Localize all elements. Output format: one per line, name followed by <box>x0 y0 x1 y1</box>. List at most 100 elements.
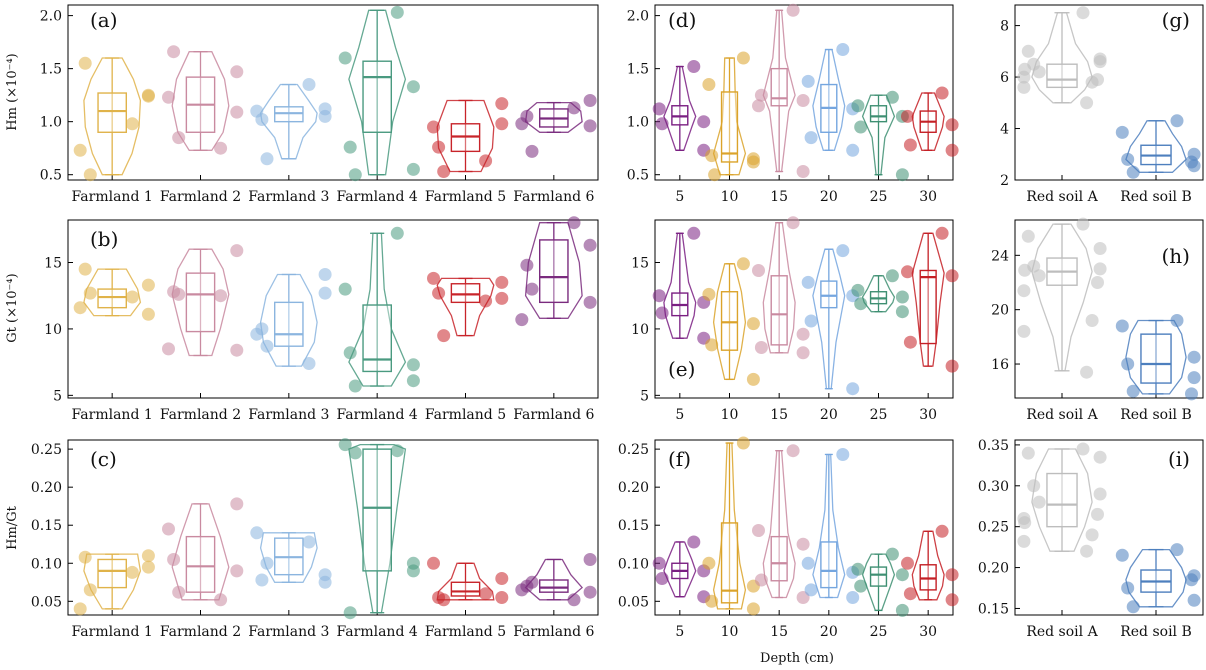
x-tick-label: Farmland 3 <box>248 407 329 423</box>
x-tick-label: Farmland 6 <box>513 189 594 205</box>
data-point <box>567 593 581 607</box>
violin <box>83 57 142 176</box>
violin <box>83 268 142 317</box>
data-point <box>1187 371 1201 385</box>
x-tick-label: 10 <box>721 189 739 205</box>
data-point <box>854 579 868 593</box>
plot-frame <box>654 4 954 181</box>
box <box>362 60 392 133</box>
panel-f: 0.05 0.10 0.15 0.20 0.25 5 10 15 20 25 30 (f) <box>618 436 959 640</box>
series-farmland-4 <box>338 226 420 393</box>
violin <box>348 443 407 614</box>
panel-g: 2 4 6 8 Red soil A Red soil B (g) <box>1000 4 1204 205</box>
data-point <box>702 556 716 570</box>
plot-frame <box>67 219 599 399</box>
data-point <box>752 99 765 113</box>
data-point <box>1170 314 1184 327</box>
data-point <box>479 294 493 308</box>
xlabel-depth: Depth (cm) <box>760 651 834 666</box>
plot-frame <box>67 4 599 181</box>
series-25 <box>851 90 909 182</box>
data-point <box>141 560 155 574</box>
data-point <box>746 155 760 169</box>
panel-label: (h) <box>1162 244 1191 268</box>
x-tick-label: Farmland 3 <box>248 189 329 205</box>
y-tick-label: 20 <box>991 303 1009 319</box>
x-tick-label: Farmland 4 <box>337 189 418 205</box>
series-farmland-5 <box>427 97 509 178</box>
y-tick-label: 0.05 <box>618 594 649 610</box>
data-point <box>1085 528 1099 542</box>
data-point <box>172 585 186 599</box>
x-tick-label: 30 <box>919 407 937 423</box>
data-point <box>214 141 228 155</box>
y-tick-label: 0.30 <box>978 479 1009 495</box>
data-point <box>495 591 509 604</box>
data-point <box>1093 55 1107 69</box>
x-tick-label: Farmland 4 <box>337 407 418 423</box>
data-point <box>495 275 509 289</box>
data-point <box>406 358 420 372</box>
series-5 <box>652 60 711 157</box>
panel-label: (g) <box>1162 8 1190 32</box>
data-point <box>1093 487 1107 501</box>
data-point <box>687 226 701 240</box>
data-point <box>846 143 860 157</box>
box <box>97 558 127 589</box>
data-point <box>1085 314 1099 327</box>
data-point <box>935 226 949 240</box>
data-point <box>903 138 917 152</box>
plot-frame <box>654 439 954 616</box>
y-tick-label: 10 <box>631 322 649 338</box>
data-point <box>1018 516 1032 530</box>
series-farmland-3 <box>250 526 332 589</box>
data-point <box>702 287 716 301</box>
data-point <box>754 88 768 102</box>
data-point <box>746 602 760 616</box>
violin <box>524 222 583 319</box>
series-red-soil-b <box>1115 543 1201 614</box>
y-tick-label: 0.25 <box>978 520 1009 536</box>
data-point <box>141 89 155 103</box>
data-point <box>851 283 865 297</box>
data-point <box>752 264 765 277</box>
data-point <box>652 102 666 116</box>
x-tick-label: 20 <box>820 407 838 423</box>
data-point <box>162 342 175 356</box>
x-tick-label: 10 <box>721 624 739 640</box>
x-tick-label: 10 <box>721 407 739 423</box>
data-point <box>1115 548 1129 562</box>
series-30 <box>901 86 959 157</box>
x-tick-label: Farmland 5 <box>425 189 506 205</box>
data-point <box>230 105 244 119</box>
series-30 <box>901 524 959 607</box>
box <box>770 67 788 107</box>
data-point <box>854 120 868 134</box>
y-tick-label: 24 <box>991 248 1009 264</box>
box <box>919 269 937 345</box>
y-axis-title: Gt (×10⁻⁴) <box>5 273 20 342</box>
data-point <box>230 564 244 578</box>
box <box>770 275 788 346</box>
data-point <box>73 602 87 616</box>
data-point <box>1093 450 1107 464</box>
data-point <box>903 587 917 601</box>
data-point <box>945 269 959 283</box>
data-point <box>1093 242 1107 255</box>
y-tick-label: 0.05 <box>31 594 62 610</box>
data-point <box>495 97 509 111</box>
x-tick-label: 20 <box>820 189 838 205</box>
data-point <box>73 301 87 315</box>
box <box>820 280 838 309</box>
box <box>274 301 304 347</box>
y-tick-label: 0.20 <box>31 480 62 496</box>
data-point <box>318 575 332 589</box>
series-farmland-6 <box>515 94 597 158</box>
data-point <box>851 99 865 113</box>
box <box>1046 472 1078 528</box>
data-point <box>1085 75 1099 89</box>
box <box>1140 333 1172 384</box>
data-point <box>796 346 810 360</box>
data-point <box>1093 262 1107 276</box>
